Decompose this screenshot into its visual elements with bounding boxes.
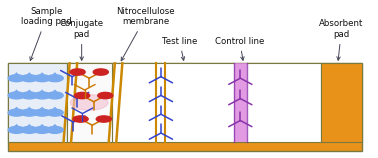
Polygon shape: [12, 89, 22, 94]
Polygon shape: [50, 72, 60, 77]
Circle shape: [46, 92, 63, 99]
Polygon shape: [12, 124, 22, 129]
Polygon shape: [24, 124, 34, 129]
Polygon shape: [50, 89, 60, 94]
Text: Absorbent
pad: Absorbent pad: [319, 19, 364, 60]
Circle shape: [96, 116, 112, 122]
Circle shape: [34, 126, 50, 133]
Circle shape: [46, 109, 63, 116]
Circle shape: [34, 75, 50, 82]
Bar: [67, 63, 112, 142]
Circle shape: [8, 126, 25, 133]
Bar: [234, 63, 247, 142]
Circle shape: [21, 75, 37, 82]
Circle shape: [34, 92, 50, 99]
Polygon shape: [12, 72, 22, 77]
Bar: [8, 63, 362, 151]
Polygon shape: [37, 124, 47, 129]
Circle shape: [21, 92, 37, 99]
Bar: [112, 63, 321, 142]
Text: Control line: Control line: [215, 37, 265, 60]
Circle shape: [8, 109, 25, 116]
Text: Conjugate
pad: Conjugate pad: [60, 19, 104, 60]
Circle shape: [8, 92, 25, 99]
Circle shape: [21, 109, 37, 116]
Circle shape: [70, 69, 85, 75]
Polygon shape: [37, 89, 47, 94]
Polygon shape: [50, 124, 60, 129]
Circle shape: [70, 95, 108, 110]
Circle shape: [8, 75, 25, 82]
Circle shape: [74, 92, 90, 99]
Text: Nitrocellulose
membrane: Nitrocellulose membrane: [116, 7, 175, 61]
Circle shape: [34, 109, 50, 116]
Polygon shape: [24, 107, 34, 112]
Bar: [8, 63, 67, 142]
Circle shape: [73, 116, 88, 122]
Circle shape: [46, 126, 63, 133]
Text: Sample
loading pad: Sample loading pad: [22, 7, 72, 61]
Circle shape: [98, 92, 113, 99]
Circle shape: [21, 126, 37, 133]
Polygon shape: [50, 107, 60, 112]
Circle shape: [93, 69, 108, 75]
Polygon shape: [12, 107, 22, 112]
Bar: [321, 63, 362, 142]
Polygon shape: [37, 72, 47, 77]
Text: Test line: Test line: [162, 37, 197, 60]
Circle shape: [46, 75, 63, 82]
Polygon shape: [37, 107, 47, 112]
Polygon shape: [24, 89, 34, 94]
Polygon shape: [24, 72, 34, 77]
